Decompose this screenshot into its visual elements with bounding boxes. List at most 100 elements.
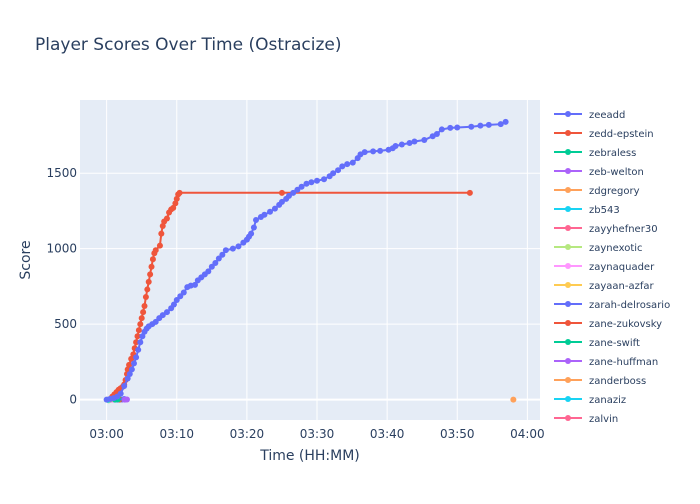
legend-label: zayaan-azfar <box>589 281 655 292</box>
data-point <box>344 161 350 167</box>
legend-item[interactable]: zeeadd <box>554 110 625 121</box>
data-point <box>177 190 183 196</box>
data-point <box>411 139 417 145</box>
data-point <box>362 149 368 155</box>
legend-item[interactable]: zayyhefner30 <box>554 224 658 235</box>
data-point <box>467 190 473 196</box>
legend-item[interactable]: zebraless <box>554 148 636 159</box>
legend-item[interactable]: zayaan-azfar <box>554 281 655 292</box>
legend-item[interactable]: zane-swift <box>554 338 640 349</box>
legend-label: zanderboss <box>589 376 646 387</box>
legend-marker <box>565 282 571 288</box>
legend-label: zalvin <box>589 414 618 425</box>
x-tick-label: 03:40 <box>370 427 405 441</box>
data-point <box>147 271 153 277</box>
legend-item[interactable]: zarah-delrosario <box>554 300 670 311</box>
data-point <box>230 246 236 252</box>
legend-item[interactable]: zanaziz <box>554 395 626 406</box>
data-point <box>146 279 152 285</box>
x-tick-label: 04:00 <box>510 427 545 441</box>
legend-label: zayyhefner30 <box>589 224 658 235</box>
data-point <box>434 131 440 137</box>
legend-item[interactable]: zdgregory <box>554 186 640 197</box>
data-point <box>447 125 453 131</box>
legend-item[interactable]: zane-zukovsky <box>554 319 662 330</box>
data-point <box>139 315 145 321</box>
data-point <box>439 126 445 132</box>
data-point <box>454 124 460 130</box>
x-axis-label: Time (HH:MM) <box>259 448 360 464</box>
legend-marker <box>565 320 571 326</box>
data-point <box>153 247 159 253</box>
data-point <box>133 354 139 360</box>
legend-label: zdgregory <box>589 186 640 197</box>
legend-item[interactable]: zeb-welton <box>554 167 644 178</box>
data-point <box>137 321 143 327</box>
data-point <box>421 137 427 143</box>
legend-marker <box>565 187 571 193</box>
y-tick-label: 500 <box>54 317 77 331</box>
legend-label: zanaziz <box>589 395 626 406</box>
y-tick-label: 1500 <box>46 166 77 180</box>
data-point <box>136 327 142 333</box>
data-point <box>510 397 516 403</box>
data-point <box>142 303 148 309</box>
series-zeb-welton <box>122 396 130 402</box>
x-tick-label: 03:10 <box>159 427 194 441</box>
data-point <box>251 225 257 231</box>
legend-item[interactable]: zane-huffman <box>554 357 658 368</box>
legend-marker <box>565 339 571 345</box>
legend-marker <box>565 396 571 402</box>
legend-label: zeb-welton <box>589 167 644 178</box>
legend-item[interactable]: zanderboss <box>554 376 646 387</box>
legend-label: zeeadd <box>589 110 625 121</box>
data-point <box>321 176 327 182</box>
legend-marker <box>565 263 571 269</box>
data-point <box>118 391 124 397</box>
data-point <box>503 119 509 125</box>
plot-area <box>80 100 540 420</box>
data-point <box>477 123 483 129</box>
data-point <box>181 289 187 295</box>
x-tick-label: 03:50 <box>440 427 475 441</box>
data-point <box>137 339 143 345</box>
data-point <box>468 124 474 130</box>
legend-label: zane-zukovsky <box>589 319 662 330</box>
legend-marker <box>565 415 571 421</box>
legend-item[interactable]: zalvin <box>554 414 618 425</box>
legend-label: zane-swift <box>589 338 640 349</box>
legend-item[interactable]: zaynaquader <box>554 262 655 273</box>
data-point <box>399 142 405 148</box>
data-point <box>157 243 163 249</box>
data-point <box>223 247 229 253</box>
legend-label: zb543 <box>589 205 620 216</box>
data-point <box>370 148 376 154</box>
legend-item[interactable]: zedd-epstein <box>554 129 654 140</box>
legend-marker <box>565 377 571 383</box>
legend-marker <box>565 358 571 364</box>
legend-item[interactable]: zb543 <box>554 205 620 216</box>
legend-marker <box>565 225 571 231</box>
data-point <box>235 243 241 249</box>
data-point <box>279 190 285 196</box>
data-point <box>350 160 356 166</box>
data-point <box>150 256 156 262</box>
data-point <box>149 264 155 270</box>
legend[interactable]: zeeadd zedd-epstein zebraless zeb-welton zdg… <box>554 110 670 425</box>
data-point <box>143 294 149 300</box>
data-point <box>261 212 267 218</box>
x-tick-label: 03:30 <box>300 427 335 441</box>
data-point <box>140 309 146 315</box>
legend-label: zane-huffman <box>589 357 658 368</box>
legend-marker <box>565 206 571 212</box>
legend-item[interactable]: zaynexotic <box>554 243 643 254</box>
y-tick-label: 0 <box>69 393 77 407</box>
x-tick-label: 03:20 <box>230 427 265 441</box>
data-point <box>248 231 254 237</box>
data-point <box>393 143 399 149</box>
chart-title: Player Scores Over Time (Ostracize) <box>35 35 342 55</box>
